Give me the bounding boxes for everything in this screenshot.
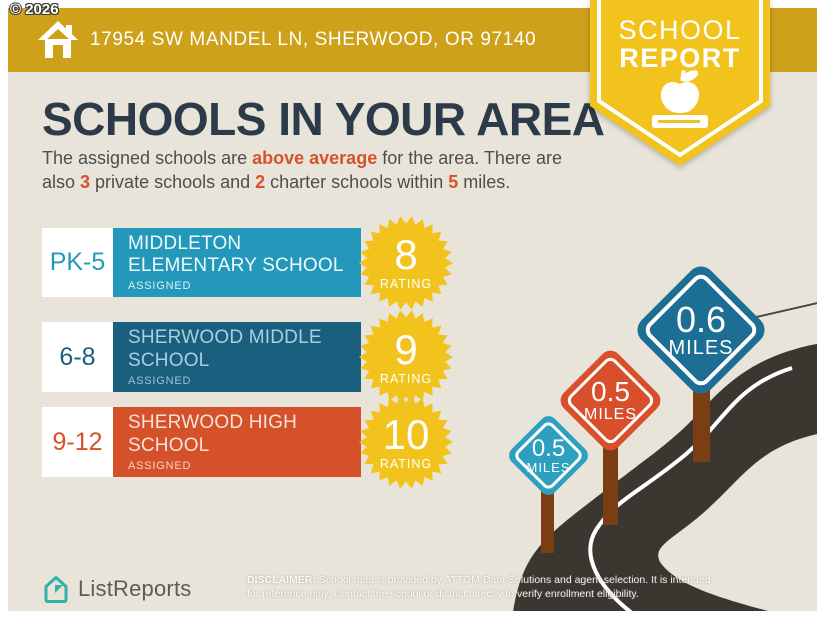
school-bar: SHERWOOD HIGH SCHOOL ASSIGNED	[113, 407, 361, 477]
school-name: MIDDLETON ELEMENTARY SCHOOL	[128, 232, 344, 276]
road-illustration	[513, 302, 817, 611]
rating-value: 8	[394, 231, 418, 278]
property-address: 17954 SW MANDEL LN, SHERWOOD, OR 97140	[90, 29, 537, 50]
distance-sign-orange: 0.5 MILES	[556, 346, 665, 455]
school-bar: MIDDLETON ELEMENTARY SCHOOL ASSIGNED	[113, 228, 361, 297]
rating-label: RATING	[379, 456, 433, 471]
school-bar: SHERWOOD MIDDLE SCHOOL ASSIGNED	[113, 322, 361, 392]
assigned-label: ASSIGNED	[128, 459, 192, 472]
sign-text: 0.5 MILES	[506, 413, 591, 498]
ribbon-school-label: SCHOOL	[618, 15, 742, 45]
rating-badge: 8 RATING	[358, 215, 454, 311]
rating-text: 10 RATING	[358, 394, 454, 490]
sign-post	[541, 490, 554, 553]
grade-range: 9-12	[42, 407, 113, 477]
distance-sign-blue: 0.6 MILES	[631, 260, 771, 400]
disclaimer-label: DISCLAIMER:	[247, 574, 316, 586]
rating-text: 8 RATING	[358, 215, 454, 311]
distance-sign-teal: 0.5 MILES	[505, 412, 592, 499]
grade-range: PK-5	[42, 228, 113, 297]
ribbon-report-label: REPORT	[619, 43, 741, 74]
sign-text: 0.6 MILES	[633, 262, 769, 398]
rating-value: 10	[382, 410, 430, 458]
rating-value: 9	[394, 325, 418, 373]
rating-label: RATING	[379, 277, 433, 291]
starburst-icon	[359, 395, 453, 489]
brand-name: ListReports	[78, 576, 192, 601]
listreports-house-icon	[44, 576, 68, 603]
rating-label: RATING	[379, 371, 433, 386]
assigned-label: ASSIGNED	[128, 374, 192, 387]
page-title: SCHOOLS IN YOUR AREA	[42, 93, 605, 145]
rating-badge: 10 RATING	[358, 394, 454, 490]
school-report-ribbon: SCHOOL REPORT	[588, 0, 772, 170]
starburst-icon	[359, 215, 453, 310]
distance-value: 0.5	[591, 376, 630, 408]
disclaimer-text: DISCLAIMER: School data is provided by A…	[247, 573, 725, 601]
distance-value: 0.5	[531, 435, 566, 463]
sign-post	[603, 446, 618, 525]
distance-value: 0.6	[675, 298, 727, 340]
sign-post	[693, 390, 710, 462]
rating-badge: 9 RATING	[358, 309, 454, 405]
apple-book-icon	[652, 70, 708, 128]
distance-unit: MILES	[668, 337, 734, 360]
intro-text: The assigned schools are above average f…	[42, 148, 562, 193]
starburst-icon	[359, 310, 453, 404]
rating-text: 9 RATING	[358, 309, 454, 405]
sign-text: 0.5 MILES	[557, 347, 664, 454]
assigned-label: ASSIGNED	[128, 280, 192, 293]
ribbon-text: SCHOOL REPORT	[588, 16, 772, 73]
distance-unit: MILES	[583, 405, 637, 423]
listreports-logo: ListReports	[42, 574, 191, 604]
home-icon	[38, 21, 78, 58]
distance-unit: MILES	[526, 460, 571, 476]
copyright-notice: © 2026	[10, 1, 59, 18]
disclaimer-body: School data is provided by ATTOM Data So…	[247, 574, 711, 601]
school-name: SHERWOOD MIDDLE SCHOOL	[128, 327, 322, 371]
grade-range: 6-8	[42, 322, 113, 392]
school-name: SHERWOOD HIGH SCHOOL	[128, 412, 298, 456]
